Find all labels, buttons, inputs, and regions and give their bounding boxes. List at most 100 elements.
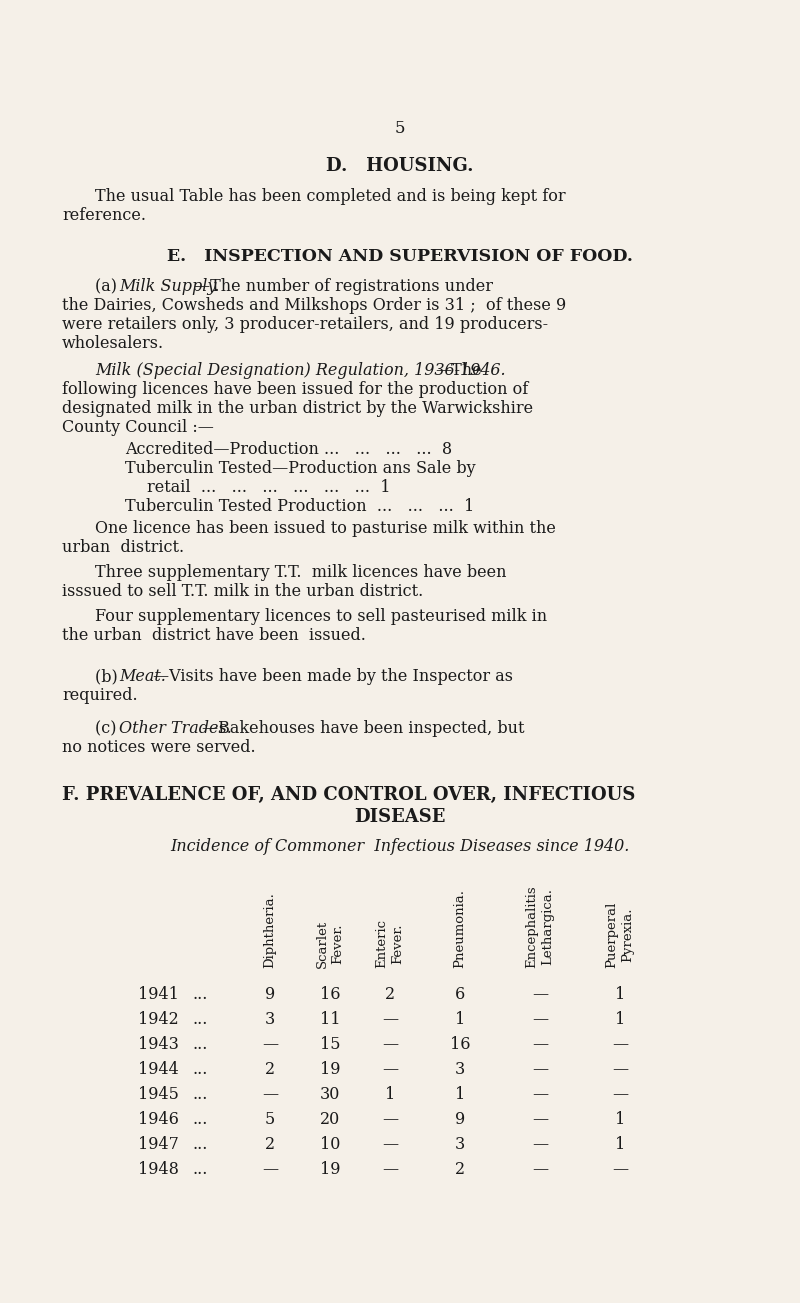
Text: Milk Supply.: Milk Supply. bbox=[119, 278, 219, 294]
Text: —: — bbox=[612, 1161, 628, 1178]
Text: no notices were served.: no notices were served. bbox=[62, 739, 256, 756]
Text: —: — bbox=[532, 1085, 548, 1104]
Text: the urban  district have been  issued.: the urban district have been issued. bbox=[62, 627, 366, 644]
Text: (b): (b) bbox=[95, 668, 123, 685]
Text: Pneumonia.: Pneumonia. bbox=[454, 889, 466, 968]
Text: 10: 10 bbox=[320, 1136, 340, 1153]
Text: 3: 3 bbox=[455, 1136, 465, 1153]
Text: 19: 19 bbox=[320, 1061, 340, 1078]
Text: 3: 3 bbox=[265, 1011, 275, 1028]
Text: Milk (Special Designation) Regulation, 1936-1946.: Milk (Special Designation) Regulation, 1… bbox=[95, 362, 506, 379]
Text: —The number of registrations under: —The number of registrations under bbox=[194, 278, 493, 294]
Text: Tuberculin Tested Production  ...   ...   ...  1: Tuberculin Tested Production ... ... ...… bbox=[125, 498, 474, 515]
Text: ...: ... bbox=[192, 1036, 207, 1053]
Text: Encephalitis
Lethargica.: Encephalitis Lethargica. bbox=[526, 885, 554, 968]
Text: —: — bbox=[382, 1136, 398, 1153]
Text: —: — bbox=[532, 1111, 548, 1128]
Text: retail  ...   ...   ...   ...   ...   ...  1: retail ... ... ... ... ... ... 1 bbox=[147, 480, 390, 496]
Text: —Visits have been made by the Inspector as: —Visits have been made by the Inspector … bbox=[153, 668, 513, 685]
Text: Scarlet
Fever.: Scarlet Fever. bbox=[315, 920, 345, 968]
Text: Tuberculin Tested—Production ans Sale by: Tuberculin Tested—Production ans Sale by bbox=[125, 460, 476, 477]
Text: 9: 9 bbox=[455, 1111, 465, 1128]
Text: —: — bbox=[612, 1061, 628, 1078]
Text: 2: 2 bbox=[265, 1136, 275, 1153]
Text: wholesalers.: wholesalers. bbox=[62, 335, 164, 352]
Text: 1948: 1948 bbox=[138, 1161, 179, 1178]
Text: 30: 30 bbox=[320, 1085, 340, 1104]
Text: —: — bbox=[532, 1036, 548, 1053]
Text: required.: required. bbox=[62, 687, 138, 704]
Text: designated milk in the urban district by the Warwickshire: designated milk in the urban district by… bbox=[62, 400, 533, 417]
Text: (c): (c) bbox=[95, 721, 122, 737]
Text: were retailers only, 3 producer-retailers, and 19 producers-: were retailers only, 3 producer-retailer… bbox=[62, 317, 548, 334]
Text: ...: ... bbox=[192, 1011, 207, 1028]
Text: —: — bbox=[532, 986, 548, 1003]
Text: (a): (a) bbox=[95, 278, 122, 294]
Text: —: — bbox=[612, 1036, 628, 1053]
Text: —: — bbox=[382, 1161, 398, 1178]
Text: 1: 1 bbox=[385, 1085, 395, 1104]
Text: 19: 19 bbox=[320, 1161, 340, 1178]
Text: E.   INSPECTION AND SUPERVISION OF FOOD.: E. INSPECTION AND SUPERVISION OF FOOD. bbox=[167, 248, 633, 265]
Text: Meat.: Meat. bbox=[119, 668, 166, 685]
Text: —: — bbox=[382, 1111, 398, 1128]
Text: 1: 1 bbox=[615, 1011, 625, 1028]
Text: 1: 1 bbox=[615, 1136, 625, 1153]
Text: D.   HOUSING.: D. HOUSING. bbox=[326, 156, 474, 175]
Text: 6: 6 bbox=[455, 986, 465, 1003]
Text: 11: 11 bbox=[320, 1011, 340, 1028]
Text: the Dairies, Cowsheds and Milkshops Order is 31 ;  of these 9: the Dairies, Cowsheds and Milkshops Orde… bbox=[62, 297, 566, 314]
Text: ...: ... bbox=[192, 1111, 207, 1128]
Text: 16: 16 bbox=[450, 1036, 470, 1053]
Text: 1947: 1947 bbox=[138, 1136, 179, 1153]
Text: —: — bbox=[262, 1036, 278, 1053]
Text: 15: 15 bbox=[320, 1036, 340, 1053]
Text: Puerperal
Pyrexia.: Puerperal Pyrexia. bbox=[606, 902, 634, 968]
Text: 5: 5 bbox=[265, 1111, 275, 1128]
Text: 1: 1 bbox=[455, 1011, 465, 1028]
Text: Diphtheria.: Diphtheria. bbox=[263, 893, 277, 968]
Text: 1: 1 bbox=[455, 1085, 465, 1104]
Text: 1946: 1946 bbox=[138, 1111, 179, 1128]
Text: Other Trades.: Other Trades. bbox=[119, 721, 232, 737]
Text: 2: 2 bbox=[455, 1161, 465, 1178]
Text: —: — bbox=[532, 1011, 548, 1028]
Text: Four supplementary licences to sell pasteurised milk in: Four supplementary licences to sell past… bbox=[95, 609, 547, 625]
Text: County Council :—: County Council :— bbox=[62, 420, 214, 437]
Text: 2: 2 bbox=[385, 986, 395, 1003]
Text: 1941: 1941 bbox=[138, 986, 179, 1003]
Text: Incidence of Commoner  Infectious Diseases since 1940.: Incidence of Commoner Infectious Disease… bbox=[170, 838, 630, 855]
Text: ...: ... bbox=[192, 986, 207, 1003]
Text: F. PREVALENCE OF, AND CONTROL OVER, INFECTIOUS: F. PREVALENCE OF, AND CONTROL OVER, INFE… bbox=[62, 786, 635, 804]
Text: —: — bbox=[382, 1011, 398, 1028]
Text: ...: ... bbox=[192, 1136, 207, 1153]
Text: 16: 16 bbox=[320, 986, 340, 1003]
Text: —: — bbox=[262, 1161, 278, 1178]
Text: 1: 1 bbox=[615, 986, 625, 1003]
Text: following licences have been issued for the production of: following licences have been issued for … bbox=[62, 380, 528, 397]
Text: 1943: 1943 bbox=[138, 1036, 179, 1053]
Text: —: — bbox=[532, 1061, 548, 1078]
Text: ...: ... bbox=[192, 1085, 207, 1104]
Text: One licence has been issued to pasturise milk within the: One licence has been issued to pasturise… bbox=[95, 520, 556, 537]
Text: 1945: 1945 bbox=[138, 1085, 179, 1104]
Text: —The: —The bbox=[435, 362, 482, 379]
Text: 9: 9 bbox=[265, 986, 275, 1003]
Text: 1942: 1942 bbox=[138, 1011, 178, 1028]
Text: 1944: 1944 bbox=[138, 1061, 178, 1078]
Text: Three supplementary T.T.  milk licences have been: Three supplementary T.T. milk licences h… bbox=[95, 564, 506, 581]
Text: isssued to sell T.T. milk in the urban district.: isssued to sell T.T. milk in the urban d… bbox=[62, 582, 423, 599]
Text: reference.: reference. bbox=[62, 207, 146, 224]
Text: —: — bbox=[532, 1136, 548, 1153]
Text: —: — bbox=[532, 1161, 548, 1178]
Text: —Bakehouses have been inspected, but: —Bakehouses have been inspected, but bbox=[202, 721, 525, 737]
Text: Accredited—Production ...   ...   ...   ...  8: Accredited—Production ... ... ... ... 8 bbox=[125, 440, 452, 457]
Text: urban  district.: urban district. bbox=[62, 539, 184, 556]
Text: The usual Table has been completed and is being kept for: The usual Table has been completed and i… bbox=[95, 188, 566, 205]
Text: —: — bbox=[612, 1085, 628, 1104]
Text: —: — bbox=[382, 1036, 398, 1053]
Text: 3: 3 bbox=[455, 1061, 465, 1078]
Text: —: — bbox=[262, 1085, 278, 1104]
Text: 5: 5 bbox=[394, 120, 406, 137]
Text: 1: 1 bbox=[615, 1111, 625, 1128]
